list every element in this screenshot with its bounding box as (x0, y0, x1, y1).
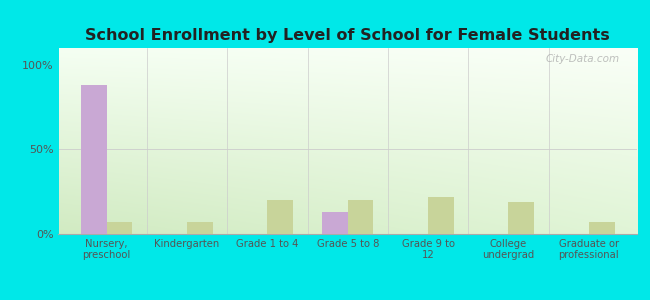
Bar (348, 200, 374, 234)
Bar (589, 222, 614, 234)
Bar (428, 197, 454, 234)
Bar (187, 222, 213, 234)
Bar (107, 222, 133, 234)
Title: School Enrollment by Level of School for Female Students: School Enrollment by Level of School for… (85, 28, 610, 43)
Bar (81, 85, 107, 234)
Bar (322, 212, 348, 234)
Bar (508, 202, 534, 234)
Text: City-Data.com: City-Data.com (545, 54, 619, 64)
Bar (267, 200, 293, 234)
